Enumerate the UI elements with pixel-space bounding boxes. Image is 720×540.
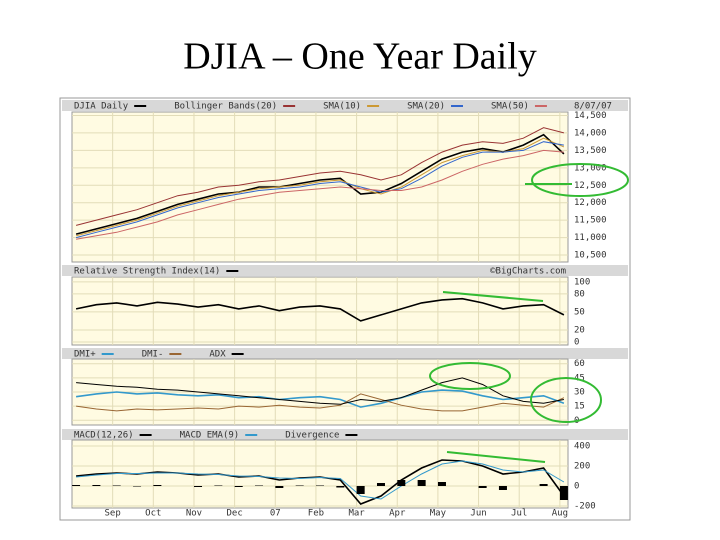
y-tick-label: 14,500 — [574, 111, 607, 121]
series-line — [75, 127, 565, 226]
divergence-bar — [295, 485, 304, 486]
divergence-bar — [376, 483, 385, 486]
legend-label: SMA(10) — [323, 102, 361, 112]
y-tick-label: 200 — [574, 462, 590, 472]
y-tick-label: 12,000 — [574, 198, 607, 208]
legend-label: DMI+ — [74, 350, 96, 360]
x-tick-label: Aug — [552, 509, 568, 519]
series-line — [75, 389, 565, 408]
y-tick-label: 50 — [574, 307, 585, 317]
header-strip — [62, 429, 628, 440]
copyright-label: ©BigCharts.com — [490, 267, 566, 277]
x-tick-label: Jun — [470, 509, 486, 519]
x-tick-label: Mar — [348, 509, 365, 519]
legend-label: ADX — [209, 350, 226, 360]
y-tick-label: 11,000 — [574, 233, 607, 243]
divergence-bar — [133, 486, 142, 487]
plot-background — [71, 439, 569, 509]
x-tick-label: Feb — [308, 509, 324, 519]
divergence-bar — [559, 486, 568, 500]
divergence-bar — [112, 485, 121, 486]
legend-label: SMA(50) — [491, 102, 529, 112]
divergence-bar — [92, 485, 101, 486]
y-tick-label: 60 — [574, 359, 585, 369]
divergence-bar — [214, 485, 223, 486]
divergence-bar — [316, 485, 324, 486]
y-tick-label: -200 — [574, 502, 596, 512]
x-tick-label: Dec — [226, 509, 242, 519]
highlight-ellipse — [429, 362, 511, 390]
x-tick-label: Apr — [389, 509, 406, 519]
y-tick-label: 15 — [574, 402, 585, 412]
header-strip — [62, 100, 628, 111]
series-line — [76, 393, 565, 412]
y-tick-label: 12,500 — [574, 181, 607, 191]
date-label: 8/07/07 — [574, 102, 612, 112]
divergence-bar — [336, 486, 345, 488]
divergence-bar — [417, 480, 426, 486]
divergence-bar — [437, 482, 446, 486]
series-line — [76, 149, 564, 240]
x-tick-label: Nov — [186, 509, 202, 519]
divergence-bar — [539, 484, 548, 486]
series-line — [75, 141, 564, 239]
divergence-bar — [234, 486, 243, 487]
legend-label: Relative Strength Index(14) — [74, 267, 220, 277]
legend-label: MACD EMA(9) — [180, 431, 240, 441]
y-tick-label: 45 — [574, 373, 585, 383]
plot-background — [71, 111, 569, 263]
header-strip — [62, 348, 628, 359]
y-tick-label: 13,500 — [574, 146, 607, 156]
divergence-bar — [153, 485, 162, 486]
slide-title: DJIA – One Year Daily — [183, 36, 537, 78]
legend-label: DMI- — [142, 350, 164, 360]
series-line — [76, 377, 564, 405]
legend-label: Divergence — [285, 431, 339, 441]
y-tick-label: 80 — [574, 289, 585, 299]
divergence-bar — [397, 480, 406, 486]
y-tick-label: 100 — [574, 277, 590, 287]
divergence-bar — [356, 486, 365, 494]
divergence-bar — [255, 485, 264, 486]
divergence-bar — [478, 486, 487, 488]
y-tick-label: 20 — [574, 325, 585, 335]
legend-label: DJIA Daily — [74, 102, 129, 112]
series-line — [75, 297, 565, 322]
x-tick-label: 07 — [270, 509, 281, 519]
series-line — [75, 137, 565, 237]
x-tick-label: Jul — [511, 509, 527, 519]
series-line — [75, 133, 565, 235]
x-tick-label: Oct — [145, 509, 161, 519]
plot-background — [71, 276, 569, 346]
header-strip — [62, 265, 628, 276]
y-tick-label: 10,500 — [574, 251, 607, 261]
y-tick-label: 0 — [574, 337, 579, 347]
x-tick-label: Sep — [105, 509, 121, 519]
plot-area: 14,500 14,000 13,500 13,000 12,500 12,000 11,5… — [62, 100, 628, 519]
y-tick-label: 0 — [574, 482, 579, 492]
highlight-ellipse — [531, 163, 629, 197]
y-tick-label: 11,500 — [574, 216, 607, 226]
highlight-line — [442, 291, 544, 302]
highlight-line — [446, 451, 546, 463]
y-tick-label: 30 — [574, 388, 585, 398]
divergence-bar — [498, 486, 507, 490]
y-tick-label: 14,000 — [574, 128, 607, 138]
legend-label: Bollinger Bands(20) — [174, 102, 277, 112]
legend-label: SMA(20) — [407, 102, 445, 112]
x-tick-label: May — [430, 509, 447, 519]
divergence-bar — [72, 485, 81, 486]
y-tick-label: 400 — [574, 442, 590, 452]
y-tick-label: 13,000 — [574, 163, 607, 173]
highlight-ellipse — [530, 377, 602, 423]
legend-label: MACD(12,26) — [74, 431, 134, 441]
annotations — [429, 163, 629, 463]
divergence-bar — [275, 486, 284, 488]
divergence-bar — [194, 486, 203, 487]
series-line — [76, 460, 565, 500]
